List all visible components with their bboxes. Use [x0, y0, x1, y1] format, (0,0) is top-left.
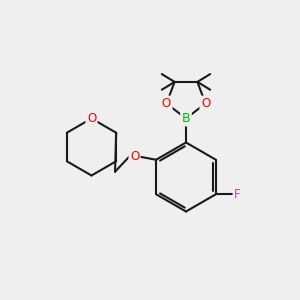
Text: O: O — [130, 150, 139, 163]
Text: B: B — [182, 112, 190, 125]
Text: O: O — [201, 97, 210, 110]
Text: F: F — [234, 188, 241, 201]
Text: O: O — [87, 112, 96, 125]
Text: O: O — [162, 97, 171, 110]
